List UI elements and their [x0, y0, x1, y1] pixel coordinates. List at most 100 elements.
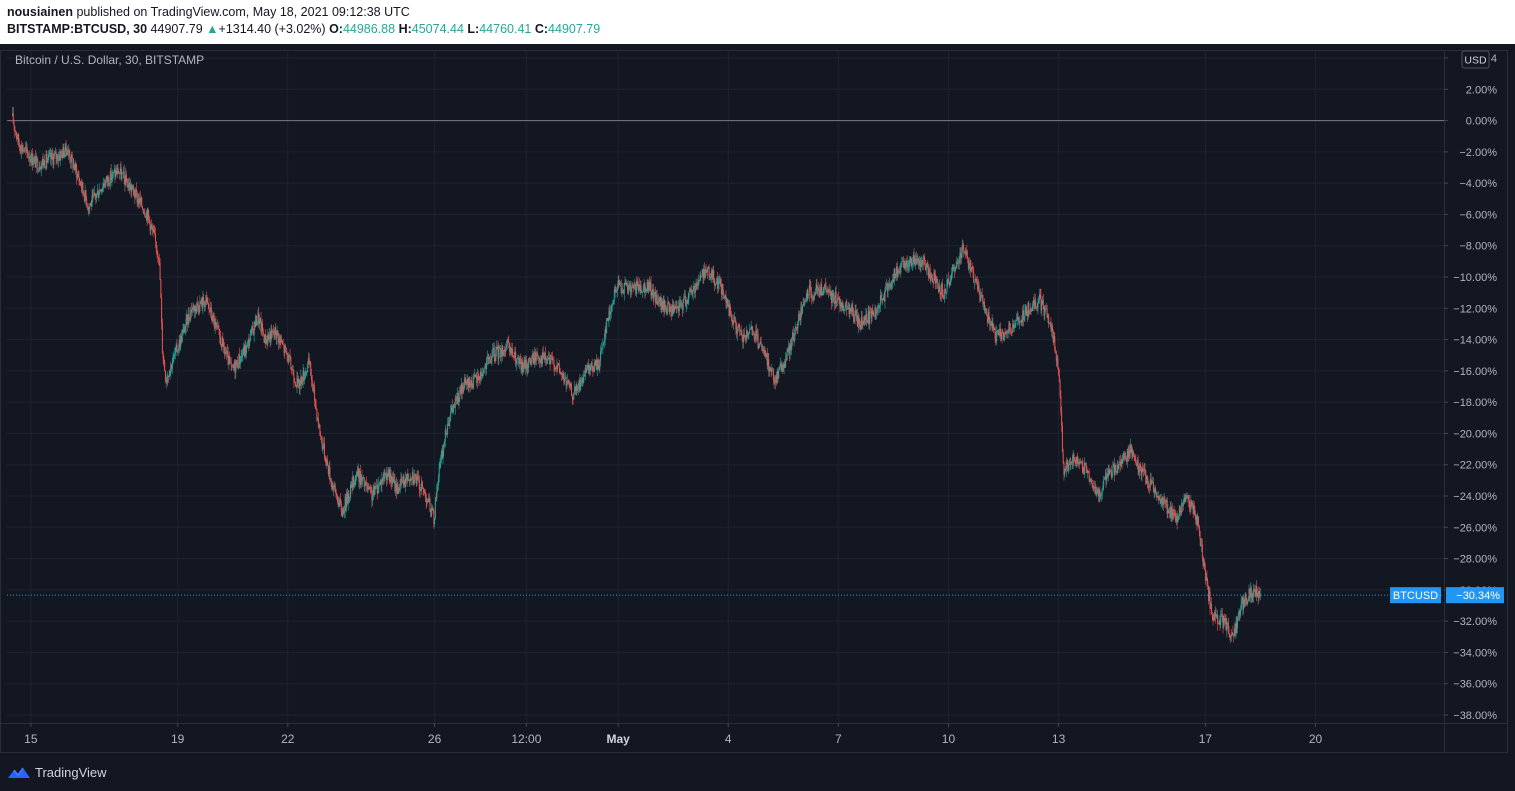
candle-body — [138, 198, 140, 204]
candle-body — [65, 143, 67, 151]
candle-body — [1052, 332, 1054, 343]
candle-body — [195, 307, 197, 312]
candle-body — [1027, 303, 1029, 316]
candle-body — [475, 376, 477, 378]
candle-body — [643, 283, 645, 287]
candle-body — [170, 364, 172, 370]
candle-body — [785, 358, 787, 360]
candle-body — [1022, 310, 1024, 320]
candle-body — [756, 330, 758, 336]
candle-body — [1001, 330, 1003, 339]
candle-body — [277, 330, 279, 335]
candle-body — [56, 154, 58, 159]
candle-body — [91, 195, 93, 207]
candle-body — [1056, 358, 1058, 361]
candle-body — [34, 156, 36, 159]
candle-body — [873, 311, 875, 316]
candle-body — [382, 478, 384, 482]
candle-body — [1118, 464, 1120, 469]
candle-body — [911, 264, 913, 266]
currency-badge-label[interactable]: USD — [1464, 55, 1487, 67]
candle-body — [1162, 497, 1164, 506]
candle-body — [1137, 459, 1139, 469]
candle-body — [964, 251, 966, 254]
candle-body — [658, 296, 660, 305]
candle-body — [363, 477, 365, 487]
candle-body — [178, 340, 180, 349]
candle-body — [98, 194, 100, 198]
candle-body — [789, 343, 791, 355]
candle-body — [218, 328, 220, 330]
tradingview-logo[interactable]: TradingView — [7, 765, 107, 780]
candle-body — [129, 185, 131, 190]
candle-body — [44, 167, 46, 169]
candle-body — [1031, 310, 1033, 312]
chart-area[interactable]: 4 2.00% 0.00% −2.00% −4.00% −6.00% −8.00% −10.0… — [0, 44, 1515, 756]
candle-body — [1242, 597, 1244, 610]
candle-body — [1149, 486, 1151, 488]
candle-body — [1154, 488, 1156, 492]
time-axis[interactable]: 15 19 22 26 12:00 May 4 7 10 13 17 20 — [24, 723, 1323, 746]
candle-body — [111, 177, 113, 180]
candle-body — [1010, 329, 1012, 333]
currency-badge-box[interactable] — [1461, 50, 1490, 69]
candle-body — [24, 147, 26, 152]
candle-body — [290, 357, 292, 369]
candle-body — [1231, 632, 1233, 636]
candle-body — [1129, 444, 1131, 454]
candle-body — [704, 269, 706, 278]
candle-body — [941, 283, 943, 295]
candle-body — [707, 266, 709, 269]
candle-body — [1058, 367, 1060, 376]
candle-body — [90, 202, 92, 207]
candle-body — [783, 364, 785, 368]
candle-body — [1232, 632, 1234, 635]
candle-body — [609, 310, 611, 315]
candle-body — [1185, 495, 1187, 500]
candle-body — [642, 291, 644, 293]
candle-body — [560, 372, 562, 374]
candle-body — [901, 261, 903, 267]
candle-body — [515, 358, 517, 365]
candle-body — [772, 368, 774, 380]
currency-badge[interactable]: USD — [1461, 50, 1490, 69]
candle-body — [869, 311, 871, 324]
candle-body — [1006, 331, 1008, 333]
candle-body — [44, 160, 46, 168]
candle-body — [370, 489, 372, 493]
candle-body — [970, 260, 972, 272]
price-chart[interactable]: 42.00%0.00%−2.00%−4.00%−6.00%−8.00%−10.0… — [0, 44, 1515, 756]
candle-body — [919, 260, 921, 267]
candle-body — [466, 382, 468, 385]
candle-body — [278, 334, 280, 344]
candle-body — [598, 366, 600, 370]
candle-body — [239, 354, 241, 364]
candle-body — [356, 471, 358, 477]
candle-body — [378, 483, 380, 490]
candle-body — [550, 355, 552, 364]
candle-body — [800, 307, 802, 320]
candle-body — [754, 338, 756, 339]
candle-body — [869, 311, 871, 313]
candle-body — [248, 340, 250, 347]
candle-body — [533, 357, 535, 364]
candle-body — [240, 356, 242, 362]
candle-body — [662, 300, 664, 310]
candle-body — [638, 284, 640, 290]
candle-body — [490, 358, 492, 363]
candle-body — [972, 269, 974, 272]
candle-body — [1003, 332, 1005, 340]
candle-body — [87, 207, 89, 210]
candle-body — [342, 508, 344, 517]
candle-body — [421, 481, 423, 491]
candle-body — [791, 332, 793, 339]
candle-body — [857, 317, 859, 327]
candle-body — [1077, 456, 1079, 463]
candle-body — [944, 289, 946, 294]
candle-body — [1179, 505, 1181, 512]
candle-body — [1169, 507, 1171, 514]
price-axis[interactable]: 42.00%0.00%−2.00%−4.00%−6.00%−8.00%−10.0… — [1444, 53, 1497, 722]
candle-body — [504, 350, 506, 352]
author-name[interactable]: nousiainen — [7, 5, 73, 19]
candle-body — [1222, 615, 1224, 628]
